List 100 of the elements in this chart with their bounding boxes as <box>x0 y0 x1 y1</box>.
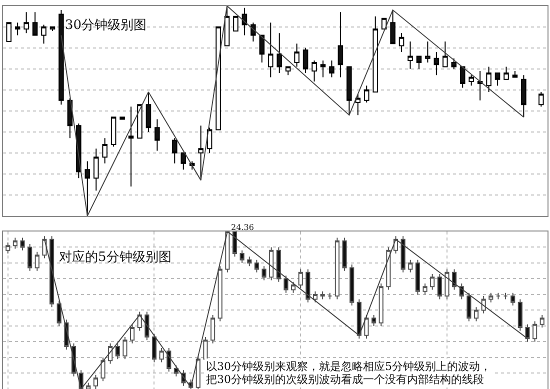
candlestick <box>481 296 486 314</box>
candlestick <box>540 314 544 328</box>
candlestick <box>451 58 457 70</box>
annotation: 24.36 <box>231 223 254 232</box>
candlestick <box>247 256 252 267</box>
candlestick <box>510 292 516 306</box>
candlestick <box>338 12 344 78</box>
candlestick <box>262 266 266 281</box>
candlestick <box>372 16 378 92</box>
candlestick <box>355 94 361 116</box>
candlestick <box>356 298 362 340</box>
candlestick <box>32 12 38 36</box>
candlestick <box>24 12 29 34</box>
candlestick <box>240 250 244 264</box>
candlestick <box>329 60 334 78</box>
annotation: 以30分钟级别来观察，就是忽略相应5分钟级别上的波动， <box>206 360 491 373</box>
candlestick <box>398 32 404 53</box>
candlestick <box>328 292 332 300</box>
candlestick <box>268 22 274 78</box>
candlestick <box>364 85 370 103</box>
candlestick <box>350 264 354 306</box>
candlestick <box>58 10 64 106</box>
candlestick <box>102 138 108 164</box>
candlestick <box>468 74 474 86</box>
candlestick <box>41 24 46 44</box>
candlestick <box>372 314 376 326</box>
candlestick <box>416 56 422 70</box>
candlestick <box>538 91 544 108</box>
candlestick <box>452 268 457 290</box>
candlestick <box>128 106 134 187</box>
candlestick <box>320 290 325 300</box>
candlestick <box>122 336 128 360</box>
candlestick <box>298 268 303 289</box>
candlestick <box>172 138 178 164</box>
candlestick <box>521 74 526 118</box>
candlestick <box>115 342 120 360</box>
candlestick <box>144 311 150 341</box>
candlestick <box>434 52 440 76</box>
candlestick <box>225 231 230 273</box>
candlestick <box>532 320 538 342</box>
candlestick <box>291 281 296 294</box>
candlestick <box>378 282 384 326</box>
candlestick <box>242 7 248 36</box>
candlestick <box>137 104 142 139</box>
candlestick <box>342 237 347 272</box>
candlestick <box>400 236 406 273</box>
candlestick <box>415 259 420 295</box>
candlestick <box>154 118 160 152</box>
candlestick <box>504 66 509 80</box>
candlestick <box>477 70 483 101</box>
candlestick <box>120 116 125 120</box>
candlestick <box>166 348 172 372</box>
candlestick <box>218 266 222 322</box>
candlestick <box>180 152 186 170</box>
candlestick <box>512 70 518 78</box>
candlestick <box>503 292 508 300</box>
candlestick <box>159 348 164 363</box>
candlestick <box>386 246 391 290</box>
candlestick <box>320 60 326 78</box>
candlestick <box>460 66 466 88</box>
candlestick <box>130 324 135 344</box>
candlestick <box>276 32 282 74</box>
candlestick <box>437 273 442 300</box>
candlestick <box>146 91 152 132</box>
annotation: 把30分钟级别的次级别波动看成一个没有内部结构的线段 <box>206 373 484 386</box>
candlestick <box>408 41 413 70</box>
candlestick <box>233 16 238 32</box>
candlestick <box>408 259 413 273</box>
candlestick <box>518 298 522 332</box>
candlestick <box>6 22 12 42</box>
candlestick <box>84 160 90 216</box>
candlestick <box>276 246 281 282</box>
candlestick <box>302 47 308 74</box>
candlestick <box>390 10 396 44</box>
candlestick <box>306 268 310 303</box>
candlestick <box>28 244 32 272</box>
candlestick <box>152 333 157 363</box>
candlestick <box>346 66 352 116</box>
candlestick <box>444 268 450 300</box>
candlestick <box>49 236 54 308</box>
candlestick <box>294 43 300 68</box>
candlestick <box>284 275 288 294</box>
candlestick <box>100 356 106 382</box>
candlestick <box>334 237 340 300</box>
candlestick <box>20 237 25 251</box>
candlestick <box>56 300 62 326</box>
candlestick <box>110 116 116 148</box>
candlestick <box>525 324 530 342</box>
candlestick <box>442 41 448 68</box>
text: 30分钟级别图 <box>65 18 147 33</box>
candlestick <box>496 292 501 300</box>
candlestick <box>93 148 99 192</box>
candlestick <box>466 292 472 322</box>
candlestick <box>259 34 265 64</box>
candlestick <box>312 60 317 82</box>
text: 对应的5分钟级别图 <box>59 249 172 265</box>
candlestick <box>224 6 230 46</box>
candlestick <box>312 290 318 303</box>
candlestick <box>494 72 500 86</box>
candlestick <box>216 26 221 130</box>
